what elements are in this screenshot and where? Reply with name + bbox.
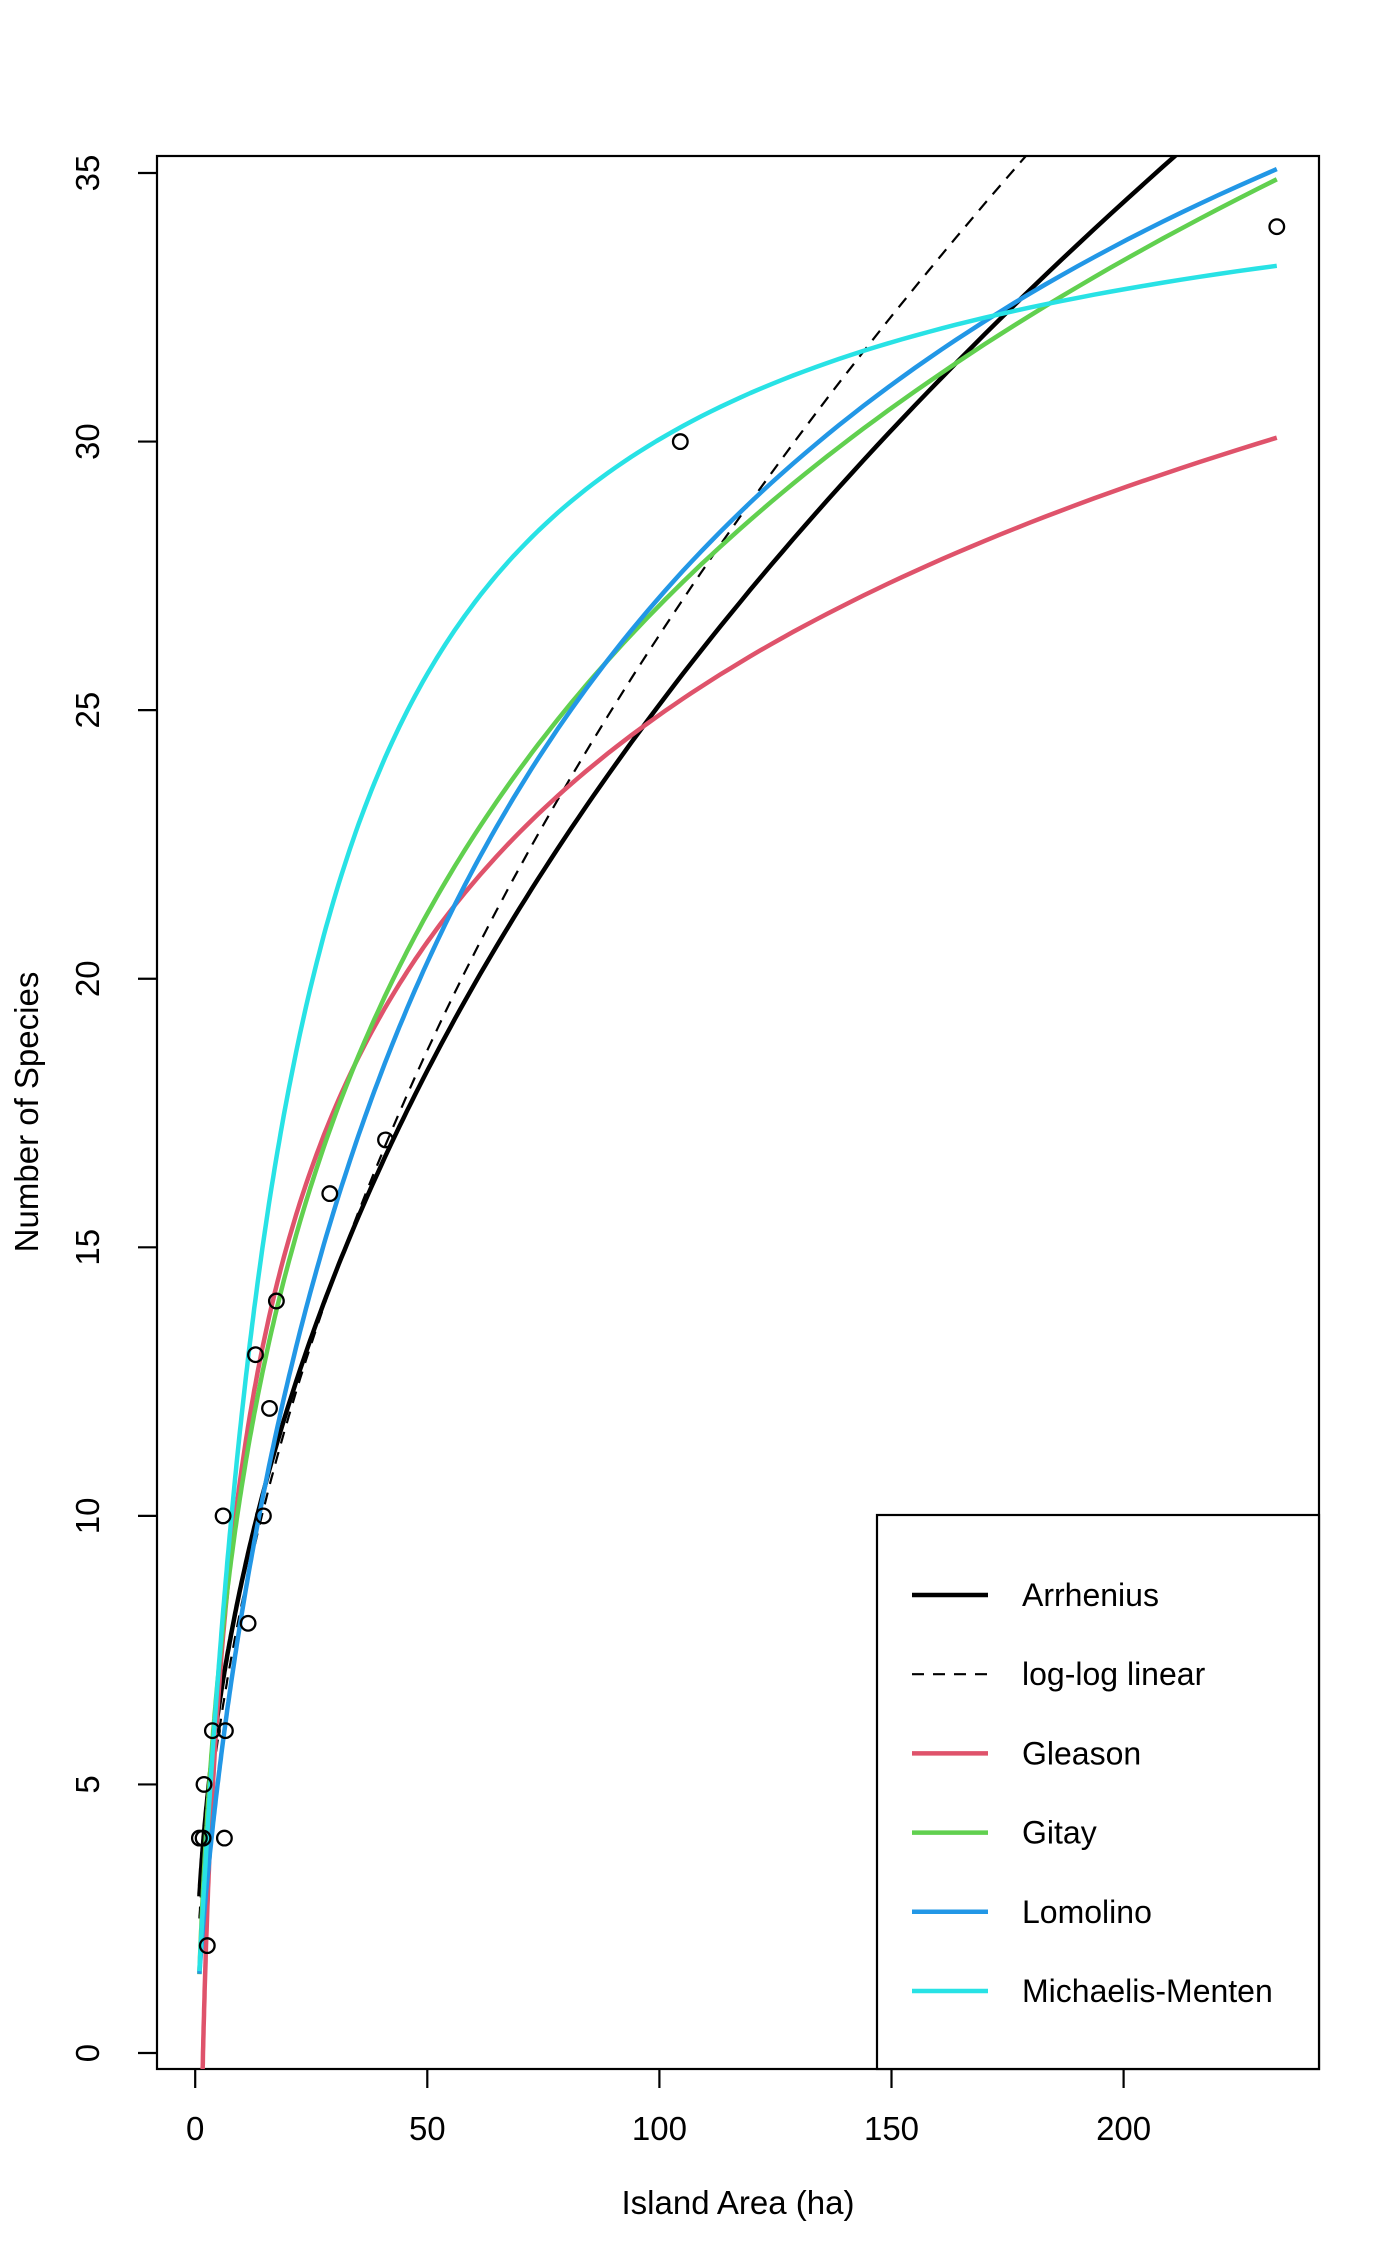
y-tick-label: 10 [69,1498,106,1535]
data-point [216,1722,234,1740]
x-axis: 0 50 100 150 200 [186,2069,1151,2147]
x-tick-label: 50 [409,2110,446,2147]
x-tick-label: 150 [864,2110,919,2147]
legend-label-gleason: Gleason [1022,1735,1141,1771]
y-tick-label: 20 [69,960,106,997]
legend: Arrhenius log-log linear Gleason Gitay Lomol… [875,1513,1321,2071]
y-tick-label: 15 [69,1229,106,1266]
legend-item-gitay: Gitay [912,1815,1097,1851]
legend-label-log-log-linear: log-log linear [1022,1656,1206,1692]
legend-label-arrhenius: Arrhenius [1022,1577,1159,1613]
data-point [261,1399,278,1417]
data-point [203,1722,221,1740]
data-point [239,1614,257,1632]
data-point [194,1829,212,1847]
y-axis-title: Number of Species [8,972,45,1253]
data-point [267,1292,285,1310]
legend-item-gleason: Gleason [912,1735,1141,1771]
y-tick-label: 25 [69,692,106,729]
legend-item-arrhenius: Arrhenius [912,1577,1159,1613]
curve-gleason [200,435,1278,2069]
x-tick-label: 0 [186,2110,204,2147]
legend-label-lomolino: Lomolino [1022,1894,1152,1930]
legend-label-michaelis-menten: Michaelis-Menten [1022,1973,1273,2009]
x-tick-label: 100 [632,2110,687,2147]
data-point [247,1346,264,1364]
y-tick-label: 5 [69,1775,106,1793]
curve-log-log-linear [198,156,1028,1919]
data-point [215,1829,233,1847]
data-point [214,1507,232,1525]
legend-item-log-log-linear: log-log linear [912,1656,1206,1692]
data-point [321,1185,339,1203]
curve-michaelis-menten [197,263,1278,1973]
x-axis-title: Island Area (ha) [622,2184,855,2221]
data-point [671,433,689,451]
data-points [190,218,1286,1955]
legend-label-gitay: Gitay [1022,1815,1097,1851]
y-tick-label: 30 [69,423,106,460]
y-axis: 0 5 10 15 20 25 30 35 [69,155,157,2062]
legend-item-michaelis-menten: Michaelis-Menten [912,1973,1273,2009]
legend-box [875,1513,1321,2071]
data-point [254,1507,272,1525]
y-tick-label: 35 [69,155,106,192]
data-point [1268,218,1286,236]
plot-border [155,154,1321,2071]
data-point [377,1131,394,1149]
data-point [198,1937,216,1955]
y-tick-label: 0 [69,2044,106,2062]
x-tick-label: 200 [1096,2110,1151,2147]
legend-item-lomolino: Lomolino [912,1894,1152,1930]
curves [197,156,1278,2069]
data-point [195,1775,213,1793]
